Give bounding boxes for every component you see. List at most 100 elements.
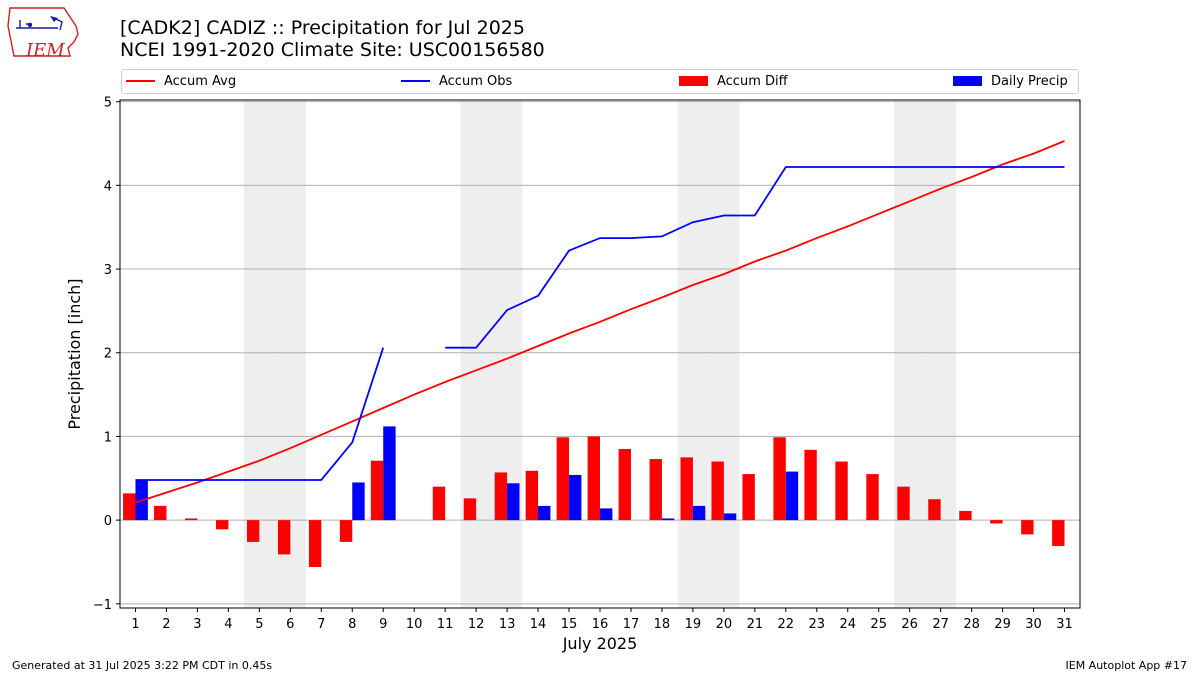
legend-label-accum-avg: Accum Avg: [164, 74, 237, 89]
chart-title: [CADK2] CADIZ :: Precipitation for Jul 2…: [120, 17, 525, 39]
bar-accum-diff-day-9: [370, 460, 384, 521]
line-accum-obs-segment-2: [445, 166, 1065, 349]
y-tick-label-4: 4: [104, 179, 112, 194]
bar-daily-precip-day-18: [661, 518, 675, 521]
generated-timestamp: Generated at 31 Jul 2025 3:22 PM CDT in …: [12, 659, 273, 672]
x-tick-label-5: 5: [255, 617, 263, 632]
app-id: IEM Autoplot App #17: [1065, 659, 1188, 672]
bar-accum-diff-day-15: [556, 437, 570, 521]
legend-swatch-daily-precip: [953, 75, 982, 86]
x-tick-label-8: 8: [348, 617, 356, 632]
bar-accum-diff-day-29: [990, 520, 1003, 524]
x-tick-label-7: 7: [317, 617, 325, 632]
x-axis-ticks: 1 2 3 4 5 6 7 8 9 10 11 12 13 14 15 16 17 18 19 20 21 22 23 24 2…: [131, 608, 1073, 632]
x-tick-label-17: 17: [623, 617, 640, 632]
x-tick-label-14: 14: [530, 617, 547, 632]
x-tick-label-18: 18: [654, 617, 671, 632]
x-tick-label-2: 2: [162, 617, 170, 632]
legend-item-accum-diff: Accum Diff: [679, 74, 788, 90]
bar-accum-diff-day-31: [1052, 520, 1065, 547]
bar-daily-precip-day-16: [600, 508, 613, 521]
bar-daily-precip-day-13: [507, 483, 520, 521]
bar-accum-diff-day-25: [866, 474, 879, 521]
bar-accum-diff-day-14: [525, 470, 539, 521]
bar-accum-diff-day-20: [711, 461, 724, 521]
bar-accum-diff-day-24: [835, 461, 848, 521]
chart-legend: Accum Avg Accum Obs Accum Diff Daily Pre…: [121, 69, 1079, 94]
legend-swatch-accum-diff: [679, 75, 708, 86]
y-tick-label-3: 3: [104, 263, 112, 278]
bar-accum-diff-day-6: [277, 520, 291, 555]
bar-accum-diff-day-4: [216, 520, 229, 530]
bar-accum-diff-day-3: [185, 518, 198, 521]
y-axis-ticks: −1 0 1 2 3 4 5: [93, 96, 120, 613]
x-tick-label-23: 23: [809, 617, 826, 632]
x-tick-label-21: 21: [747, 617, 764, 632]
iem-logo: IEM: [6, 6, 82, 61]
bar-accum-diff-day-23: [804, 449, 817, 521]
x-tick-label-9: 9: [379, 617, 387, 632]
x-tick-label-20: 20: [716, 617, 733, 632]
bar-daily-precip-day-8: [352, 482, 365, 521]
bar-accum-diff-day-19: [680, 457, 693, 521]
bar-accum-diff-day-17: [618, 448, 631, 521]
x-tick-label-1: 1: [131, 617, 139, 632]
y-tick-label--1: −1: [93, 598, 112, 613]
weekend-shade-day-26: [894, 100, 926, 608]
x-tick-label-29: 29: [994, 617, 1011, 632]
x-tick-label-16: 16: [592, 617, 609, 632]
legend-item-accum-avg: Accum Avg: [126, 74, 236, 90]
bar-accum-diff-day-27: [928, 499, 941, 521]
bar-accum-diff-day-1: [123, 493, 136, 521]
x-tick-label-22: 22: [778, 617, 795, 632]
bar-accum-diff-day-26: [897, 486, 910, 521]
line-accum-avg-segment-1: [135, 140, 1065, 504]
legend-label-accum-obs: Accum Obs: [439, 74, 513, 89]
weekend-shade-day-20: [708, 100, 740, 608]
line-accum-obs-segment-1: [135, 347, 385, 481]
x-tick-label-31: 31: [1056, 617, 1073, 632]
bar-accum-diff-day-28: [959, 510, 972, 521]
y-tick-label-5: 5: [104, 96, 112, 111]
x-tick-label-24: 24: [839, 617, 856, 632]
chart-subtitle: NCEI 1991-2020 Climate Site: USC00156580: [120, 39, 545, 61]
y-tick-label-2: 2: [104, 347, 112, 362]
bar-accum-diff-day-7: [308, 520, 322, 567]
bar-accum-diff-day-12: [463, 498, 477, 521]
x-tick-label-19: 19: [685, 617, 702, 632]
x-tick-label-10: 10: [406, 617, 423, 632]
x-tick-label-6: 6: [286, 617, 294, 632]
bar-accum-diff-day-8: [339, 520, 353, 542]
bar-daily-precip-day-15: [569, 474, 582, 521]
x-axis-label: July 2025: [562, 634, 638, 653]
bar-accum-diff-day-13: [494, 472, 508, 521]
weekend-shade-day-12: [460, 100, 492, 608]
bar-daily-precip-day-19: [692, 505, 706, 521]
y-tick-label-1: 1: [104, 430, 112, 445]
weekend-shade-day-19: [677, 100, 709, 608]
bar-accum-diff-day-18: [649, 459, 662, 521]
x-tick-label-28: 28: [963, 617, 980, 632]
legend-swatch-accum-avg: [126, 79, 155, 82]
bar-daily-precip-day-22: [785, 471, 799, 521]
y-axis-label: Precipitation [inch]: [65, 278, 84, 429]
bars: [123, 426, 1065, 567]
legend-label-accum-diff: Accum Diff: [717, 74, 788, 89]
x-tick-label-27: 27: [932, 617, 949, 632]
x-tick-label-12: 12: [468, 617, 485, 632]
bar-daily-precip-day-9: [383, 426, 396, 521]
x-tick-label-25: 25: [870, 617, 887, 632]
bar-daily-precip-day-14: [538, 505, 551, 521]
bar-accum-diff-day-11: [432, 486, 446, 521]
y-tick-label-0: 0: [104, 514, 112, 529]
bar-accum-diff-day-2: [154, 505, 167, 521]
legend-swatch-accum-obs: [401, 79, 430, 82]
bar-daily-precip-day-20: [723, 513, 737, 521]
x-tick-label-26: 26: [901, 617, 918, 632]
x-tick-label-15: 15: [561, 617, 578, 632]
bar-accum-diff-day-21: [742, 474, 755, 521]
x-tick-label-13: 13: [499, 617, 516, 632]
x-tick-label-4: 4: [224, 617, 232, 632]
legend-item-accum-obs: Accum Obs: [401, 74, 512, 90]
